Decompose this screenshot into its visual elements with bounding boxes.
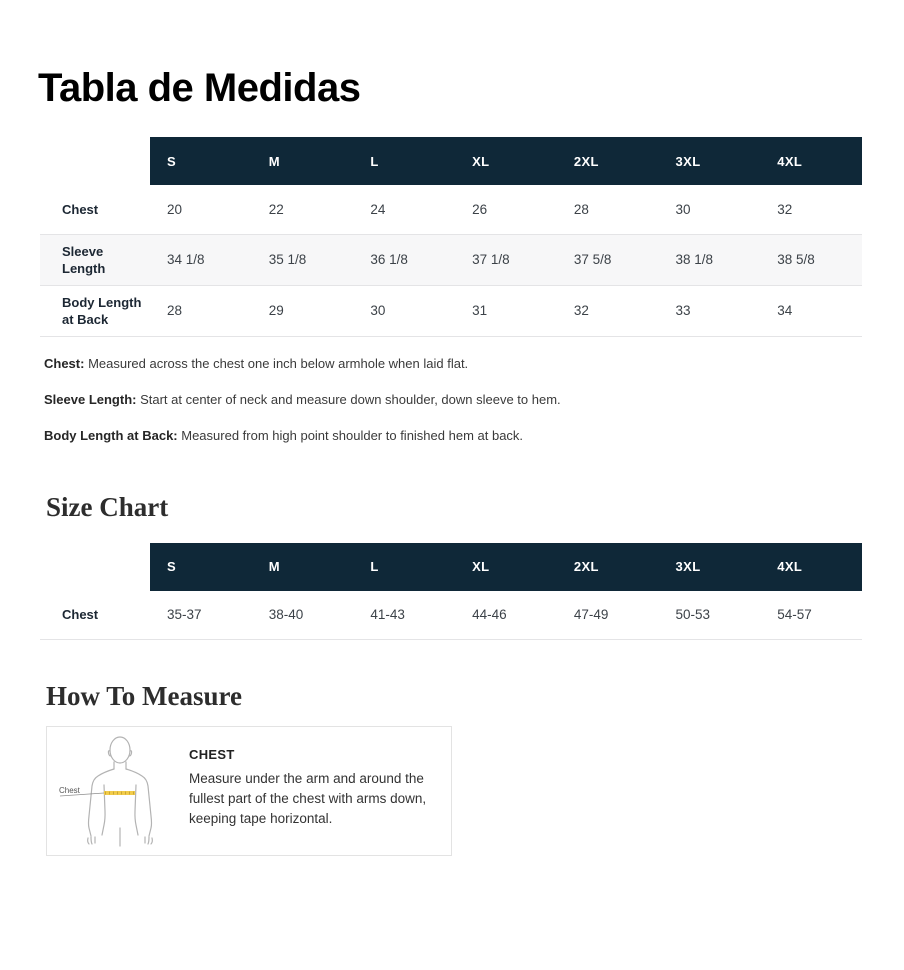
measurement-cell: 30: [370, 303, 386, 318]
measurement-cell: 20: [167, 201, 183, 217]
note-text: Measured across the chest one inch below…: [84, 355, 469, 371]
measurement-cell: 44-46: [472, 607, 507, 623]
note-term: Sleeve Length:: [44, 391, 137, 407]
measure-item-title: CHEST: [189, 747, 235, 762]
how-to-measure-card: Chest CHEST Measure under the arm and ar…: [46, 726, 452, 856]
table-row: Body Length at Back 28 29 30 31 32 33 34: [40, 285, 862, 336]
measurement-cell: 29: [268, 303, 284, 318]
table-corner-cell: [40, 137, 150, 185]
measurement-cell: 31: [472, 303, 488, 318]
note-term: Body Length at Back:: [44, 427, 178, 443]
measurement-cell: 22: [268, 201, 284, 217]
figure-chest-label: Chest: [59, 786, 81, 795]
note-body-length: Body Length at Back: Measured from high …: [44, 428, 904, 444]
table-corner-cell: [40, 543, 150, 591]
measurement-cell: 50-53: [675, 607, 711, 623]
size-guide-page: Tabla de Medidas S M L XL 2XL 3XL 4XL Chest 20 22…: [0, 64, 904, 970]
measure-item-description: Measure under the arm and around the ful…: [189, 771, 427, 826]
measurement-cell: 36 1/8: [370, 252, 408, 267]
measurement-cell: 32: [777, 201, 793, 217]
size-column-header: 2XL: [556, 542, 659, 591]
note-sleeve-length: Sleeve Length: Start at center of neck a…: [44, 392, 904, 408]
note-text: Measured from high point shoulder to fin…: [177, 427, 524, 443]
measurement-cell: 38-40: [268, 607, 304, 623]
size-column-header: 4XL: [760, 137, 862, 185]
size-column-header: 2XL: [556, 137, 659, 185]
size-column-header: 3XL: [658, 542, 761, 591]
measurement-cell: 34: [777, 303, 793, 318]
note-term: Chest:: [44, 355, 85, 371]
size-column-header: S: [150, 137, 252, 185]
measurement-cell: 37 5/8: [573, 252, 612, 267]
table-row: Sleeve Length 34 1/8 35 1/8 36 1/8 37 1/8 37 …: [40, 234, 862, 285]
size-column-header: L: [353, 137, 456, 185]
measurement-cell: 24: [370, 201, 386, 217]
measurement-cell: 35 1/8: [268, 252, 307, 267]
measurement-cell: 38 5/8: [777, 252, 815, 267]
size-chart-table: S M L XL 2XL 3XL 4XL Chest 35-37 38-40 41-43 44-46 4…: [40, 542, 862, 641]
measurement-cell: 28: [167, 303, 183, 318]
page-title: Tabla de Medidas: [38, 66, 361, 110]
measurement-cell: 37 1/8: [472, 252, 510, 267]
measurement-notes: Chest: Measured across the chest one inc…: [44, 356, 904, 444]
row-label: Chest: [62, 607, 99, 623]
measurements-table: S M L XL 2XL 3XL 4XL Chest 20 22 24 26 28 30 32 Sleeve …: [40, 137, 862, 337]
measurement-cell: 34 1/8: [167, 252, 205, 267]
table-row: Chest 20 22 24 26 28 30 32: [40, 185, 862, 234]
note-text: Start at center of neck and measure down…: [136, 391, 561, 407]
measurement-cell: 30: [675, 201, 691, 217]
how-to-measure-heading: How To Measure: [46, 681, 243, 711]
row-label: Body Length at Back: [62, 294, 142, 327]
size-column-header: M: [251, 542, 354, 591]
measurement-cell: 28: [573, 201, 589, 217]
size-column-header: M: [251, 137, 354, 185]
row-label: Chest: [62, 201, 99, 217]
table-header-row: S M L XL 2XL 3XL 4XL: [40, 542, 862, 591]
row-label: Sleeve Length: [62, 243, 106, 276]
size-column-header: XL: [455, 542, 557, 591]
size-column-header: L: [353, 542, 456, 591]
note-chest: Chest: Measured across the chest one inc…: [44, 356, 904, 372]
measurement-cell: 26: [472, 201, 488, 217]
measurement-cell: 35-37: [167, 607, 202, 623]
size-column-header: 3XL: [658, 137, 761, 185]
size-chart-heading: Size Chart: [46, 491, 169, 522]
measurement-cell: 41-43: [370, 607, 405, 623]
chest-measure-figure-illustration: Chest: [59, 736, 153, 847]
measurement-cell: 33: [675, 303, 691, 318]
table-row: Chest 35-37 38-40 41-43 44-46 47-49 50-53 54-57: [40, 591, 862, 640]
measurement-cell: 47-49: [573, 607, 609, 623]
how-to-measure-text: CHEST Measure under the arm and around t…: [189, 747, 437, 829]
size-column-header: S: [150, 542, 252, 591]
measurement-cell: 32: [573, 303, 589, 318]
size-column-header: 4XL: [760, 542, 862, 591]
measurement-cell: 54-57: [777, 607, 812, 623]
measurement-cell: 38 1/8: [675, 252, 714, 267]
table-header-row: S M L XL 2XL 3XL 4XL: [40, 137, 862, 185]
size-column-header: XL: [455, 137, 557, 185]
